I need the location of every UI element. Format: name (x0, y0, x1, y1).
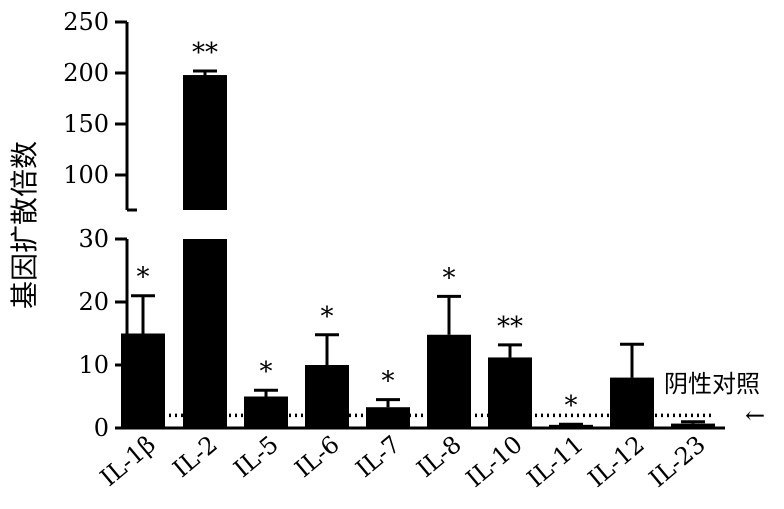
category-label: IL-11 (522, 430, 589, 493)
bar (366, 407, 410, 428)
significance-marker: ** (497, 312, 523, 342)
y-tick-label: 0 (94, 414, 109, 442)
bar (671, 423, 715, 428)
bar (244, 396, 288, 428)
significance-marker: * (260, 357, 273, 387)
y-tick-label: 200 (63, 59, 109, 87)
category-label: IL-6 (289, 430, 344, 483)
significance-marker: * (382, 367, 395, 397)
significance-marker: * (565, 391, 578, 421)
y-tick-label: 250 (63, 8, 109, 36)
significance-marker: ** (192, 38, 218, 68)
significance-marker: * (443, 263, 456, 293)
bar (121, 333, 165, 428)
category-label: IL-7 (350, 430, 405, 483)
reference-line-label: 阴性对照 (664, 370, 760, 398)
bar (610, 377, 654, 428)
category-label: IL-2 (167, 430, 222, 483)
significance-marker: * (321, 302, 334, 332)
category-label: IL-12 (583, 430, 650, 493)
bar (305, 365, 349, 428)
bar (183, 239, 227, 428)
y-tick-label: 30 (78, 225, 109, 253)
bar (488, 357, 532, 428)
y-tick-label: 10 (78, 351, 109, 379)
y-tick-label: 20 (78, 288, 109, 316)
reference-arrow: ← (745, 401, 765, 429)
y-tick-label: 100 (63, 161, 109, 189)
y-axis-label: 基因扩散倍数 (8, 141, 41, 309)
bars (121, 69, 715, 428)
category-label: IL-10 (461, 430, 528, 493)
y-tick-label: 150 (63, 110, 109, 138)
significance-marker: * (137, 263, 150, 293)
bar (427, 334, 471, 428)
category-label: IL-8 (411, 430, 466, 483)
category-label: IL-5 (228, 430, 283, 483)
category-label: IL-23 (644, 430, 711, 493)
bar (549, 424, 593, 428)
bar (183, 75, 227, 210)
